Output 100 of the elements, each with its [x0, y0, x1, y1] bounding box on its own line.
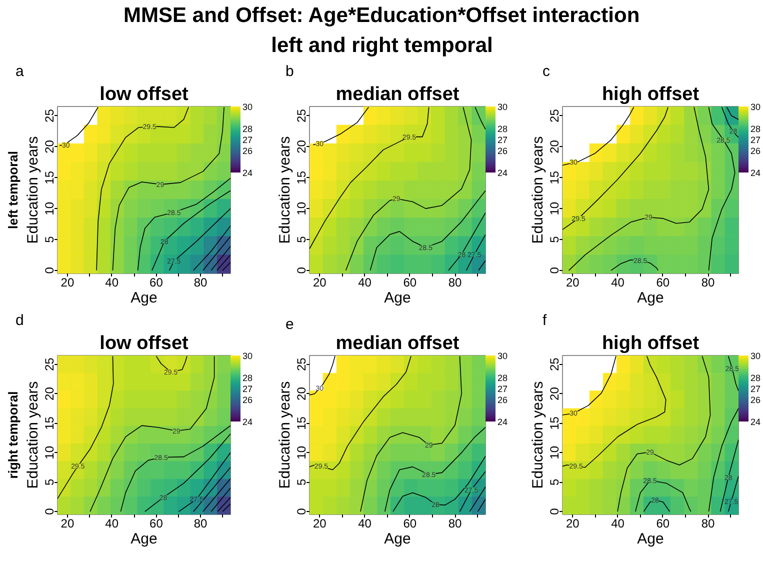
x-tick-label: 20: [60, 276, 74, 290]
color-bar-label: 30: [750, 102, 761, 112]
x-tick-label: 80: [448, 276, 462, 290]
y-tick-label: 15: [548, 416, 562, 430]
x-tick-label: 80: [448, 516, 462, 530]
text: left temporal: [6, 150, 20, 230]
y-tick-label: 25: [294, 357, 308, 372]
x-tick-label: 20: [566, 276, 580, 290]
color-bar-label: 24: [242, 168, 253, 178]
x-axis-title: Age: [130, 530, 158, 548]
color-bar-label: 28: [750, 373, 761, 383]
text: right temporal: [6, 391, 20, 479]
color-bar-label: 27: [242, 135, 253, 145]
y-tick-label: 20: [294, 386, 308, 400]
color-bar-label: 24: [750, 417, 761, 427]
y-tick-label: 0: [294, 508, 308, 515]
y-axis-title: Education years: [530, 381, 546, 489]
y-axis-title: Education years: [24, 381, 42, 489]
color-bar-label: 27: [242, 384, 253, 394]
x-tick-label: 60: [403, 516, 417, 530]
x-axis-title: Age: [384, 290, 411, 306]
x-tick-label: 20: [566, 516, 580, 530]
x-axis-title: Age: [637, 530, 664, 548]
x-axis-title: Age: [130, 290, 158, 306]
y-tick-label: 0: [548, 508, 562, 515]
color-bar-label: 28: [242, 373, 253, 383]
x-tick-label: 40: [611, 276, 625, 290]
text: MMSE and Offset: Age*Education*Offset interaction: [124, 4, 640, 27]
x-tick-label: 40: [611, 516, 625, 530]
y-tick-label: 10: [548, 202, 562, 216]
x-tick-label: 80: [701, 516, 716, 530]
x-tick-label: 20: [312, 276, 327, 290]
x-tick-label: 80: [194, 516, 208, 530]
y-tick-label: 5: [294, 236, 308, 243]
chart-title: low offset: [100, 333, 190, 354]
text: left and right temporal: [271, 34, 493, 57]
y-tick-label: 0: [42, 266, 56, 274]
color-bar-label: 30: [242, 102, 253, 112]
y-tick-label: 15: [294, 170, 308, 184]
y-tick-label: 15: [42, 170, 56, 184]
y-tick-label: 10: [294, 202, 308, 216]
y-axis-title: Education years: [24, 136, 42, 244]
color-bar-label: 30: [750, 351, 761, 361]
x-tick-label: 60: [656, 276, 670, 290]
y-tick-label: 5: [42, 236, 56, 243]
x-tick-label: 20: [60, 516, 74, 530]
x-tick-label: 20: [312, 516, 327, 530]
x-tick-label: 60: [656, 516, 670, 530]
y-axis-title: Education years: [276, 136, 294, 244]
y-tick-label: 20: [42, 386, 56, 400]
y-tick-label: 25: [548, 357, 562, 372]
x-tick-label: 40: [105, 276, 119, 290]
text: a: [16, 63, 24, 80]
color-bar-label: 26: [242, 395, 253, 405]
color-bar-label: 24: [498, 168, 508, 178]
chart-title: median offset: [336, 333, 460, 354]
x-tick-label: 60: [150, 276, 164, 290]
color-bar-label: 26: [750, 146, 761, 156]
chart-title: high offset: [602, 84, 700, 105]
text: c: [542, 63, 550, 80]
color-bar-label: 27: [498, 384, 508, 394]
color-bar-label: 26: [750, 395, 761, 405]
y-tick-label: 25: [294, 108, 308, 122]
color-bar-label: 30: [242, 351, 253, 361]
x-tick-label: 60: [150, 516, 164, 530]
x-tick-label: 80: [701, 276, 716, 290]
color-bar-label: 28: [498, 124, 508, 134]
y-tick-label: 20: [42, 140, 56, 154]
y-tick-label: 5: [42, 478, 56, 486]
x-tick-label: 40: [358, 516, 372, 530]
y-tick-label: 25: [42, 108, 56, 122]
y-tick-label: 5: [294, 478, 308, 486]
x-tick-label: 80: [194, 276, 208, 290]
chart-title: high offset: [602, 333, 700, 354]
y-tick-label: 15: [42, 416, 56, 430]
color-bar-label: 24: [750, 168, 761, 178]
y-tick-label: 25: [548, 108, 562, 122]
y-tick-label: 0: [548, 266, 562, 274]
y-tick-label: 25: [42, 357, 56, 372]
y-tick-label: 20: [548, 386, 562, 400]
text: e: [286, 316, 294, 333]
color-bar-label: 30: [498, 351, 508, 361]
y-axis-title: Education years: [276, 381, 294, 489]
text: f: [542, 312, 548, 329]
text: d: [16, 312, 24, 329]
y-tick-label: 10: [294, 446, 308, 460]
y-tick-label: 20: [548, 140, 562, 154]
y-tick-label: 10: [42, 202, 56, 216]
y-tick-label: 5: [548, 478, 562, 486]
color-bar-label: 26: [498, 146, 508, 156]
color-bar-label: 28: [242, 124, 253, 134]
y-tick-label: 10: [548, 446, 562, 460]
x-tick-label: 40: [358, 276, 372, 290]
color-bar-label: 24: [242, 417, 253, 427]
y-tick-label: 0: [294, 266, 308, 274]
color-bar-label: 27: [750, 384, 761, 394]
y-tick-label: 5: [548, 236, 562, 243]
color-bar-label: 26: [498, 395, 508, 405]
color-bar-label: 28: [498, 373, 508, 383]
chart-title: median offset: [336, 84, 460, 105]
